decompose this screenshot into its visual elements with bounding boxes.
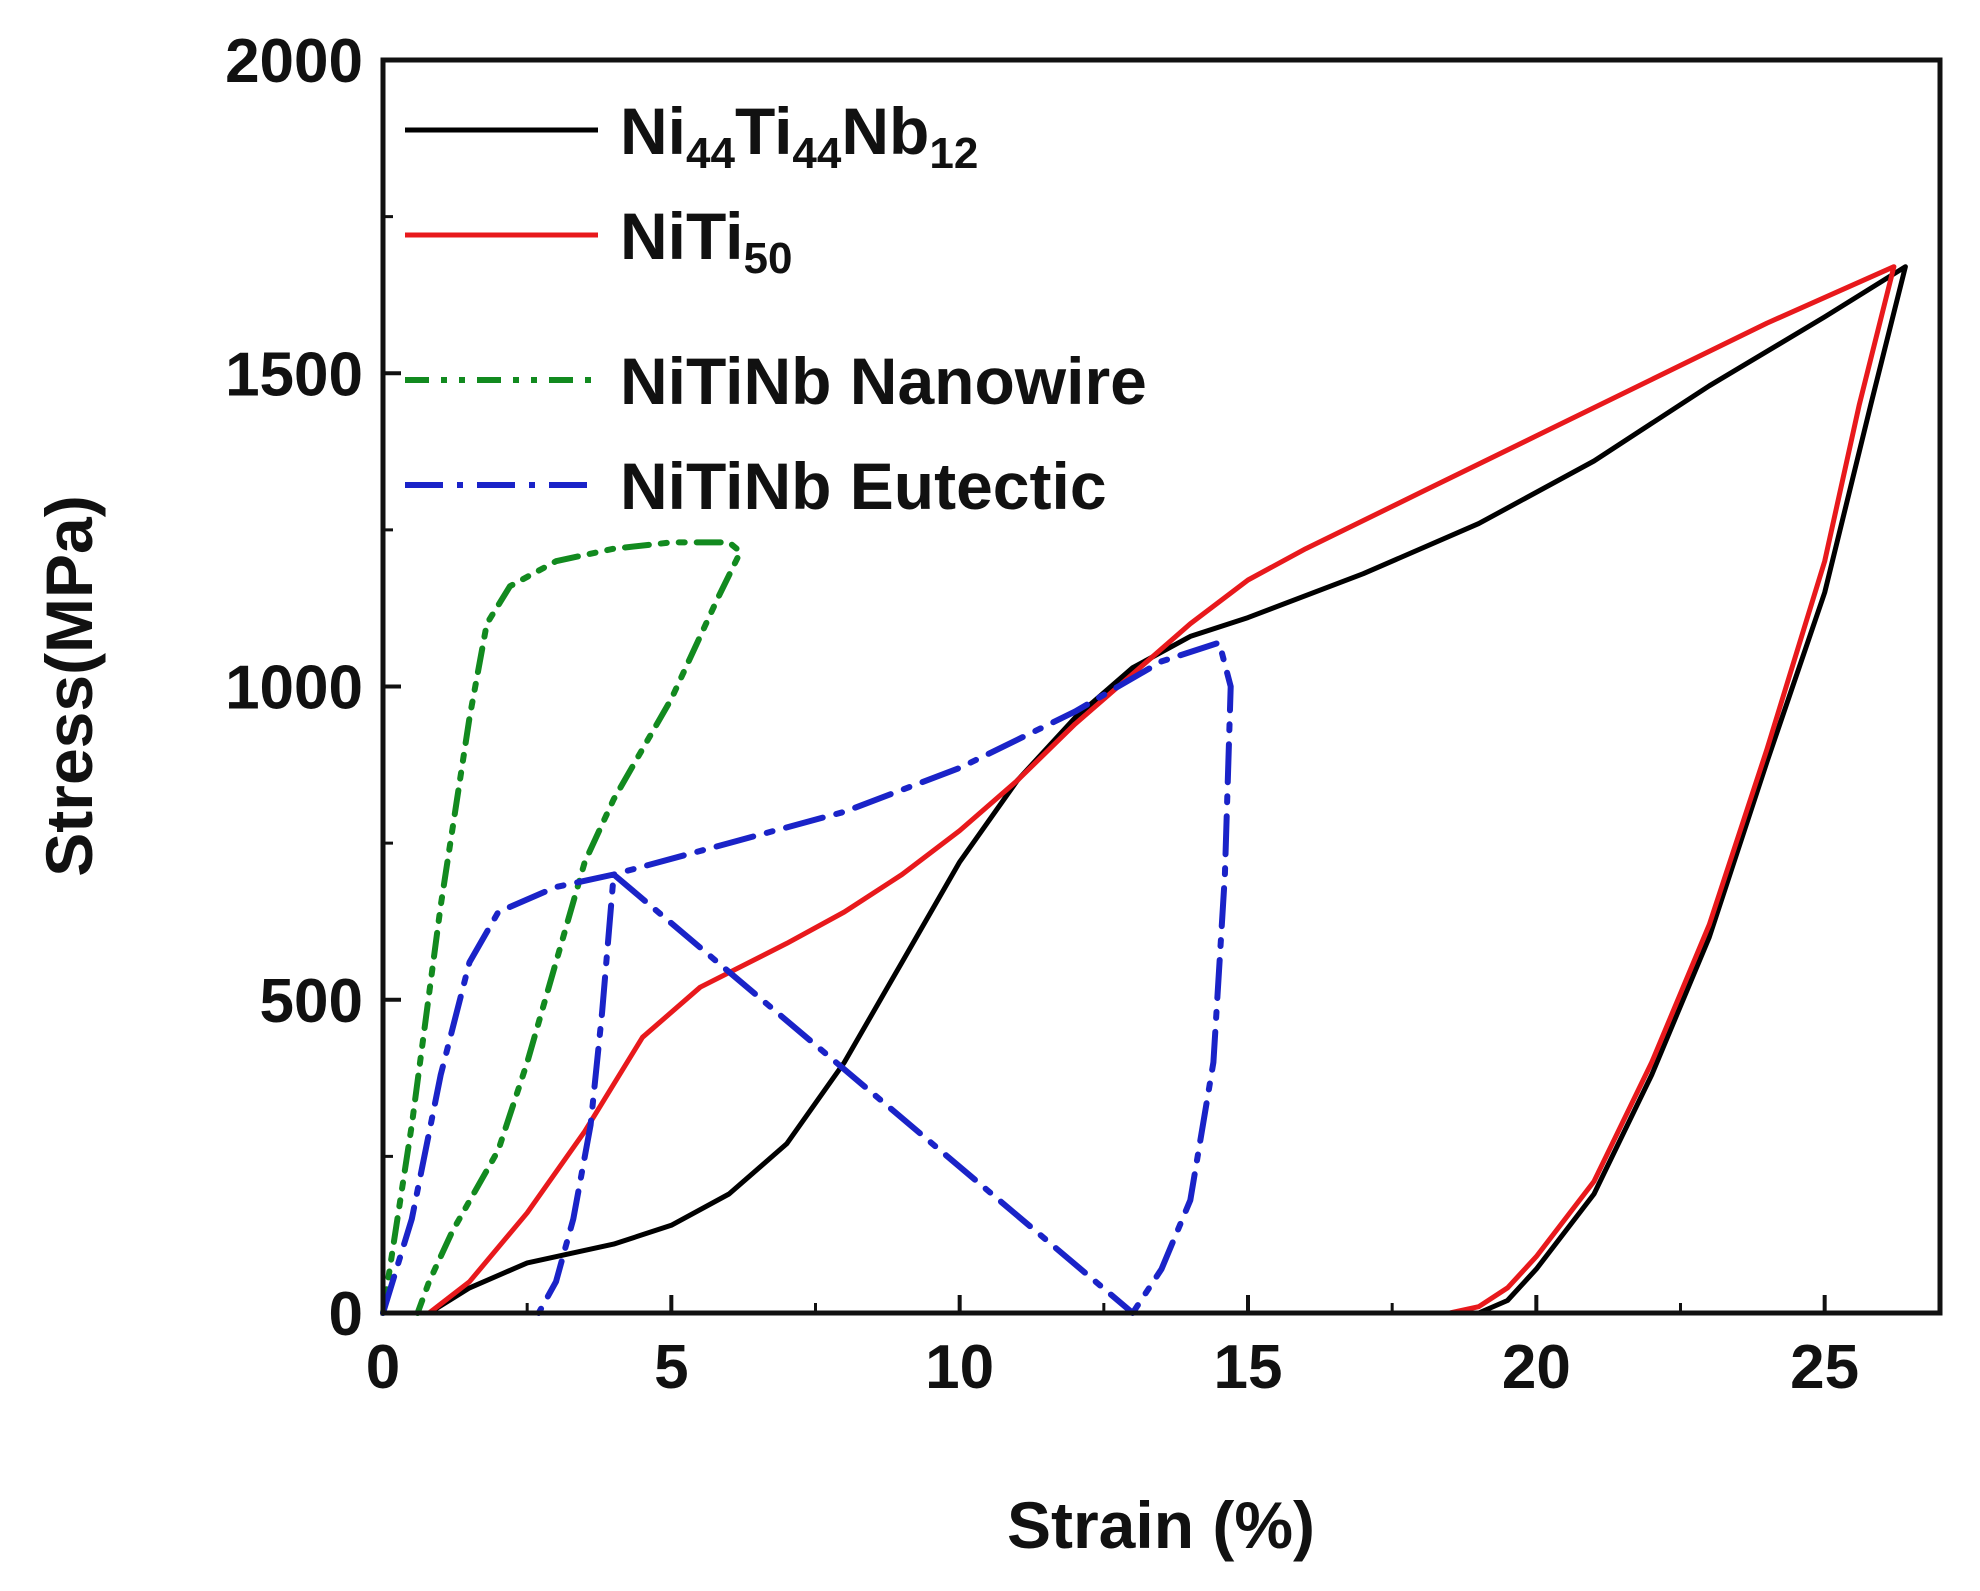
series-line-1 [426,264,1897,1316]
plot-frame [380,57,1943,1316]
y-axis-title: Stress(MPa) [32,495,106,876]
x-tick-label: 25 [1790,1333,1859,1402]
legend-label-1: NiTi50 [620,199,792,283]
x-axis-title: Strain (%) [1007,1488,1315,1562]
x-tick-label: 15 [1214,1333,1283,1402]
series-line-0 [426,264,1908,1316]
series-line-2 [380,539,744,1316]
legend-label-0: Ni44Ti44Nb12 [620,94,978,178]
legend-label-3: NiTiNb Eutectic [620,449,1107,523]
y-tick-label: 500 [260,967,363,1036]
y-tick-label: 2000 [225,27,363,96]
legend-label-2: NiTiNb Nanowire [620,344,1147,418]
series-layer [380,264,1908,1316]
y-tick-label: 0 [329,1280,363,1349]
series-line-3 [380,639,1234,1316]
x-tick-label: 0 [366,1333,400,1402]
x-tick-label: 20 [1502,1333,1571,1402]
legend: Ni44Ti44Nb12 NiTi50 NiTiNb Nanowire NiTiNb … [405,94,1147,523]
tick-layer: 0 5 10 15 20 25 0 500 1000 1500 2000 [225,27,1859,1402]
y-tick-label: 1000 [225,654,363,723]
x-tick-label: 10 [925,1333,994,1402]
x-tick-label: 5 [654,1333,688,1402]
y-tick-label: 1500 [225,340,363,409]
